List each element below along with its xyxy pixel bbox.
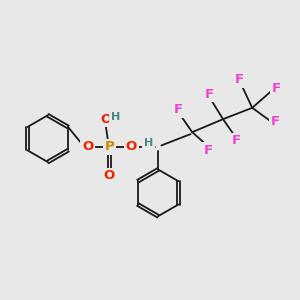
Text: F: F <box>204 144 213 157</box>
Text: F: F <box>205 88 214 101</box>
Text: O: O <box>125 140 137 153</box>
Text: F: F <box>174 103 183 116</box>
Text: O: O <box>104 169 115 182</box>
Text: O: O <box>100 113 112 126</box>
Text: F: F <box>234 74 244 86</box>
Text: F: F <box>272 82 280 95</box>
Text: O: O <box>82 140 93 153</box>
Text: H: H <box>111 112 120 122</box>
Text: H: H <box>144 138 153 148</box>
Text: P: P <box>105 140 114 153</box>
Text: F: F <box>271 115 280 128</box>
Text: F: F <box>232 134 241 147</box>
